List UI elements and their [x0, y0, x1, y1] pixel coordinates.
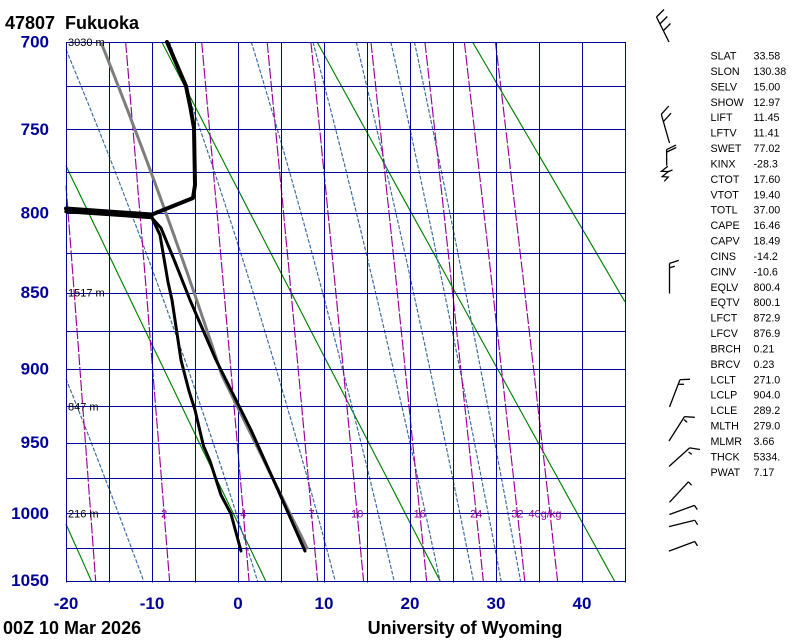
svg-text:1050: 1050	[11, 571, 49, 590]
svg-text:950: 950	[21, 433, 49, 452]
svg-text:MLMR: MLMR	[711, 436, 743, 448]
svg-text:-14.2: -14.2	[754, 251, 778, 263]
svg-text:10: 10	[315, 594, 334, 613]
svg-text:CAPE: CAPE	[711, 220, 740, 232]
svg-text:800.1: 800.1	[754, 297, 781, 309]
svg-text:10: 10	[351, 509, 363, 521]
svg-text:KINX: KINX	[711, 158, 736, 170]
svg-text:33.58: 33.58	[754, 51, 781, 63]
svg-text:700: 700	[21, 32, 49, 51]
svg-text:37.00: 37.00	[754, 205, 781, 217]
svg-text:0: 0	[233, 594, 242, 613]
svg-text:LFCV: LFCV	[711, 328, 739, 340]
svg-text:47807 Fukuoka: 47807 Fukuoka	[5, 13, 140, 33]
svg-text:CINV: CINV	[711, 266, 737, 278]
svg-text:LFCT: LFCT	[711, 313, 738, 325]
svg-text:30: 30	[487, 594, 506, 613]
svg-text:17.60: 17.60	[754, 174, 781, 186]
svg-text:LIFT: LIFT	[711, 112, 733, 124]
svg-text:130.38: 130.38	[754, 66, 787, 78]
svg-text:7: 7	[308, 509, 314, 521]
svg-text:5334.: 5334.	[754, 451, 781, 463]
svg-text:32: 32	[511, 509, 523, 521]
svg-text:BRCV: BRCV	[711, 359, 742, 371]
svg-text:800.4: 800.4	[754, 282, 781, 294]
svg-text:SWET: SWET	[711, 143, 742, 155]
svg-text:847 m: 847 m	[68, 401, 99, 413]
svg-text:LCLP: LCLP	[711, 390, 738, 402]
svg-text:271.0: 271.0	[754, 374, 781, 386]
svg-text:216 m: 216 m	[68, 509, 99, 521]
svg-text:LCLT: LCLT	[711, 374, 737, 386]
svg-text:77.02: 77.02	[754, 143, 781, 155]
svg-text:-28.3: -28.3	[754, 158, 778, 170]
svg-text:289.2: 289.2	[754, 405, 781, 417]
svg-text:19.40: 19.40	[754, 189, 781, 201]
svg-text:876.9: 876.9	[754, 328, 781, 340]
svg-text:15.00: 15.00	[754, 81, 781, 93]
svg-text:1517 m: 1517 m	[68, 288, 105, 300]
svg-text:VTOT: VTOT	[711, 189, 740, 201]
svg-text:THCK: THCK	[711, 451, 741, 463]
svg-text:12.97: 12.97	[754, 97, 781, 109]
svg-text:900: 900	[21, 360, 49, 379]
svg-text:LCLE: LCLE	[711, 405, 738, 417]
svg-text:750: 750	[21, 120, 49, 139]
svg-text:0.23: 0.23	[754, 359, 775, 371]
svg-text:0.21: 0.21	[754, 344, 775, 356]
svg-text:2: 2	[161, 509, 167, 521]
svg-text:University of Wyoming: University of Wyoming	[368, 618, 563, 638]
svg-text:1000: 1000	[11, 504, 49, 523]
svg-text:3.66: 3.66	[754, 436, 775, 448]
svg-text:MLTH: MLTH	[711, 421, 739, 433]
svg-text:LFTV: LFTV	[711, 128, 738, 140]
svg-text:BRCH: BRCH	[711, 344, 741, 356]
svg-text:-20: -20	[54, 594, 79, 613]
svg-text:CAPV: CAPV	[711, 236, 741, 248]
svg-text:7.17: 7.17	[754, 467, 775, 479]
svg-text:279.0: 279.0	[754, 421, 781, 433]
svg-text:CTOT: CTOT	[711, 174, 740, 186]
svg-text:00Z 10 Mar 2026: 00Z 10 Mar 2026	[3, 618, 141, 638]
svg-text:872.9: 872.9	[754, 313, 781, 325]
svg-text:40: 40	[573, 594, 592, 613]
svg-text:PWAT: PWAT	[711, 467, 741, 479]
svg-text:SHOW: SHOW	[711, 97, 745, 109]
svg-text:3030 m: 3030 m	[68, 37, 105, 49]
svg-text:SLON: SLON	[711, 66, 740, 78]
svg-text:16: 16	[414, 509, 426, 521]
svg-text:CINS: CINS	[711, 251, 737, 263]
svg-text:SLAT: SLAT	[711, 51, 737, 63]
svg-text:11.41: 11.41	[754, 128, 780, 140]
svg-text:SELV: SELV	[711, 81, 738, 93]
svg-text:-10: -10	[140, 594, 165, 613]
svg-text:24: 24	[470, 509, 482, 521]
svg-text:16.46: 16.46	[754, 220, 781, 232]
svg-text:18.49: 18.49	[754, 236, 781, 248]
svg-text:TOTL: TOTL	[711, 205, 738, 217]
svg-text:11.45: 11.45	[754, 112, 780, 124]
svg-text:850: 850	[21, 283, 49, 302]
svg-text:4: 4	[240, 509, 246, 521]
svg-text:EQTV: EQTV	[711, 297, 741, 309]
svg-text:800: 800	[21, 203, 49, 222]
svg-text:EQLV: EQLV	[711, 282, 740, 294]
svg-text:-10.6: -10.6	[754, 266, 778, 278]
svg-text:20: 20	[401, 594, 420, 613]
svg-text:40g/kg: 40g/kg	[528, 509, 561, 521]
svg-text:904.0: 904.0	[754, 390, 781, 402]
